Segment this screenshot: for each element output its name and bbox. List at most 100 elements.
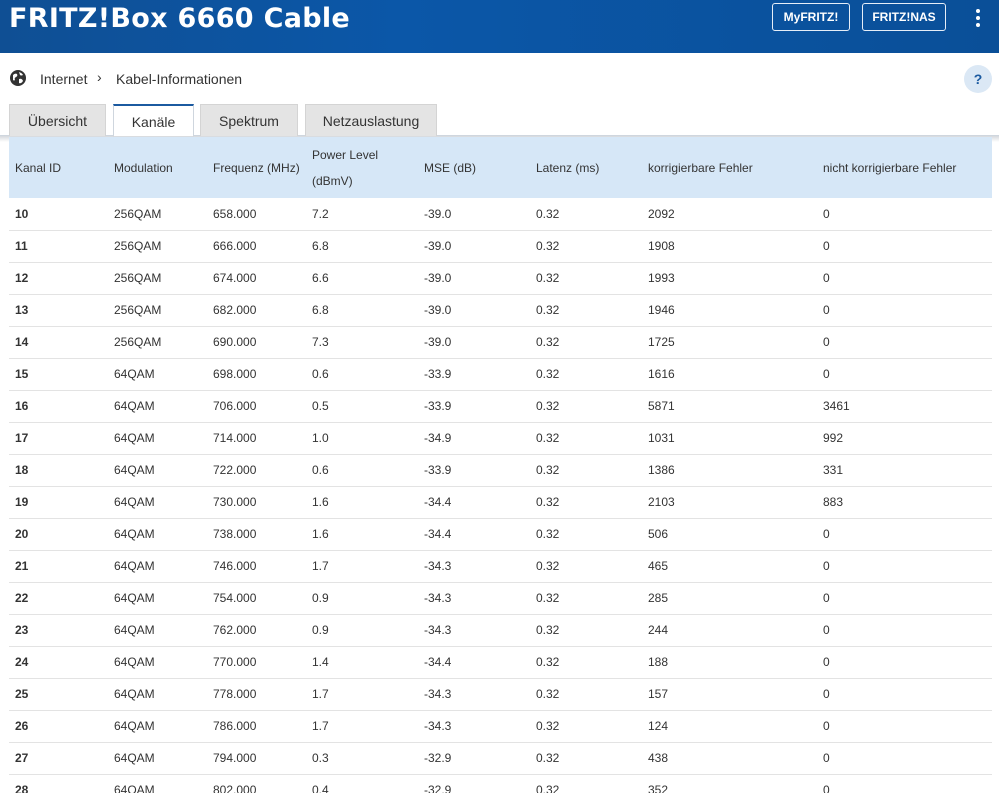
cell-power-level: 6.6 bbox=[312, 271, 329, 285]
cell-mse: -39.0 bbox=[424, 303, 452, 317]
cell-mse: -34.3 bbox=[424, 623, 452, 637]
cell-frequenz: 690.000 bbox=[213, 335, 257, 349]
cell-mse: -39.0 bbox=[424, 271, 452, 285]
cell-nicht-korrigierbare-fehler: 0 bbox=[823, 591, 830, 605]
cell-power-level: 1.7 bbox=[312, 559, 329, 573]
cell-nicht-korrigierbare-fehler: 0 bbox=[823, 367, 830, 381]
cell-korrigierbare-fehler: 1993 bbox=[648, 271, 675, 285]
cell-frequenz: 674.000 bbox=[213, 271, 257, 285]
cell-power-level: 7.3 bbox=[312, 335, 329, 349]
cell-mse: -34.4 bbox=[424, 655, 452, 669]
fritznas-button[interactable]: FRITZ!NAS bbox=[862, 3, 946, 31]
cell-kanal-id: 11 bbox=[15, 239, 28, 253]
cell-nicht-korrigierbare-fehler: 0 bbox=[823, 527, 830, 541]
cell-latenz: 0.32 bbox=[536, 303, 560, 317]
cell-mse: -39.0 bbox=[424, 239, 452, 253]
cell-latenz: 0.32 bbox=[536, 239, 560, 253]
cell-power-level: 1.0 bbox=[312, 431, 329, 445]
cell-nicht-korrigierbare-fehler: 0 bbox=[823, 206, 830, 221]
breadcrumb-internet[interactable]: Internet bbox=[40, 71, 88, 87]
cell-frequenz: 762.000 bbox=[213, 623, 257, 637]
table-row: 24 64QAM 770.000 1.4 -34.4 0.32 188 0 bbox=[9, 646, 992, 678]
cell-mse: -39.0 bbox=[424, 206, 452, 221]
cell-nicht-korrigierbare-fehler: 0 bbox=[823, 303, 830, 317]
table-row: 19 64QAM 730.000 1.6 -34.4 0.32 2103 883 bbox=[9, 486, 992, 518]
cell-mse: -34.4 bbox=[424, 527, 452, 541]
table-row: 25 64QAM 778.000 1.7 -34.3 0.32 157 0 bbox=[9, 678, 992, 710]
cell-nicht-korrigierbare-fehler: 3461 bbox=[823, 399, 850, 413]
cell-kanal-id: 24 bbox=[15, 655, 29, 669]
column-header-modulation: Modulation bbox=[114, 160, 173, 175]
table-row: 10 256QAM 658.000 7.2 -39.0 0.32 2092 0 bbox=[9, 198, 992, 230]
cell-korrigierbare-fehler: 1386 bbox=[648, 463, 675, 477]
cell-nicht-korrigierbare-fehler: 992 bbox=[823, 431, 844, 445]
table-body: 10 256QAM 658.000 7.2 -39.0 0.32 2092 0 11 256QAM… bbox=[9, 198, 992, 793]
table-row: 16 64QAM 706.000 0.5 -33.9 0.32 5871 3461 bbox=[9, 390, 992, 422]
cell-latenz: 0.32 bbox=[536, 367, 560, 381]
cell-mse: -32.9 bbox=[424, 783, 452, 793]
cell-power-level: 7.2 bbox=[312, 206, 329, 221]
tab-netzauslastung[interactable]: Netzauslastung bbox=[305, 104, 437, 136]
table-row: 21 64QAM 746.000 1.7 -34.3 0.32 465 0 bbox=[9, 550, 992, 582]
breadcrumb-kabel-informationen: Kabel-Informationen bbox=[116, 71, 243, 87]
cell-modulation: 64QAM bbox=[114, 591, 155, 605]
cell-kanal-id: 18 bbox=[15, 463, 29, 477]
column-header-kanal-id: Kanal ID bbox=[15, 160, 62, 175]
cell-kanal-id: 25 bbox=[15, 687, 29, 701]
breadcrumb: Internet › Kabel-Informationen ? bbox=[0, 53, 999, 103]
table-row: 17 64QAM 714.000 1.0 -34.9 0.32 1031 992 bbox=[9, 422, 992, 454]
cell-mse: -39.0 bbox=[424, 335, 452, 349]
tab-spektrum[interactable]: Spektrum bbox=[200, 104, 298, 136]
cell-nicht-korrigierbare-fehler: 331 bbox=[823, 463, 844, 477]
cell-power-level: 0.6 bbox=[312, 367, 329, 381]
cell-power-level: 6.8 bbox=[312, 239, 329, 253]
cell-frequenz: 714.000 bbox=[213, 431, 257, 445]
table-row: 18 64QAM 722.000 0.6 -33.9 0.32 1386 331 bbox=[9, 454, 992, 486]
table-row: 26 64QAM 786.000 1.7 -34.3 0.32 124 0 bbox=[9, 710, 992, 742]
cell-modulation: 256QAM bbox=[114, 239, 162, 253]
cell-modulation: 64QAM bbox=[114, 527, 155, 541]
cell-power-level: 0.3 bbox=[312, 751, 329, 765]
cell-mse: -34.3 bbox=[424, 591, 452, 605]
cell-modulation: 256QAM bbox=[114, 303, 162, 317]
tab-kanaele[interactable]: Kanäle bbox=[113, 104, 194, 137]
kebab-menu-icon[interactable] bbox=[968, 8, 988, 28]
cell-kanal-id: 15 bbox=[15, 367, 29, 381]
chevron-right-icon: › bbox=[97, 69, 102, 85]
cell-power-level: 0.4 bbox=[312, 783, 329, 793]
cell-kanal-id: 23 bbox=[15, 623, 29, 637]
cell-modulation: 64QAM bbox=[114, 719, 155, 733]
cell-latenz: 0.32 bbox=[536, 655, 560, 669]
cell-latenz: 0.32 bbox=[536, 335, 560, 349]
cell-nicht-korrigierbare-fehler: 0 bbox=[823, 783, 830, 793]
table-row: 14 256QAM 690.000 7.3 -39.0 0.32 1725 0 bbox=[9, 326, 992, 358]
myfritz-button[interactable]: MyFRITZ! bbox=[772, 3, 850, 31]
cell-kanal-id: 27 bbox=[15, 751, 29, 765]
cell-korrigierbare-fehler: 1946 bbox=[648, 303, 675, 317]
cell-power-level: 0.5 bbox=[312, 399, 329, 413]
help-button[interactable]: ? bbox=[964, 65, 992, 93]
cell-mse: -33.9 bbox=[424, 463, 452, 477]
tab-uebersicht[interactable]: Übersicht bbox=[9, 104, 106, 136]
column-header-mse: MSE (dB) bbox=[424, 160, 477, 175]
cell-frequenz: 786.000 bbox=[213, 719, 257, 733]
cell-korrigierbare-fehler: 352 bbox=[648, 783, 669, 793]
cell-latenz: 0.32 bbox=[536, 687, 560, 701]
cell-frequenz: 746.000 bbox=[213, 559, 257, 573]
cell-power-level: 1.7 bbox=[312, 687, 329, 701]
cell-korrigierbare-fehler: 188 bbox=[648, 655, 669, 669]
table-row: 13 256QAM 682.000 6.8 -39.0 0.32 1946 0 bbox=[9, 294, 992, 326]
cell-power-level: 1.4 bbox=[312, 655, 329, 669]
cell-nicht-korrigierbare-fehler: 0 bbox=[823, 559, 830, 573]
cell-nicht-korrigierbare-fehler: 0 bbox=[823, 655, 830, 669]
cell-power-level: 1.6 bbox=[312, 495, 329, 509]
cell-korrigierbare-fehler: 465 bbox=[648, 559, 669, 573]
globe-icon bbox=[10, 70, 26, 86]
tab-shadow bbox=[0, 136, 999, 142]
cell-latenz: 0.32 bbox=[536, 495, 560, 509]
column-header-korrigierbare-fehler: korrigierbare Fehler bbox=[648, 160, 753, 175]
cell-korrigierbare-fehler: 2103 bbox=[648, 495, 675, 509]
cell-nicht-korrigierbare-fehler: 0 bbox=[823, 751, 830, 765]
cell-modulation: 256QAM bbox=[114, 335, 162, 349]
cell-korrigierbare-fehler: 1725 bbox=[648, 335, 675, 349]
